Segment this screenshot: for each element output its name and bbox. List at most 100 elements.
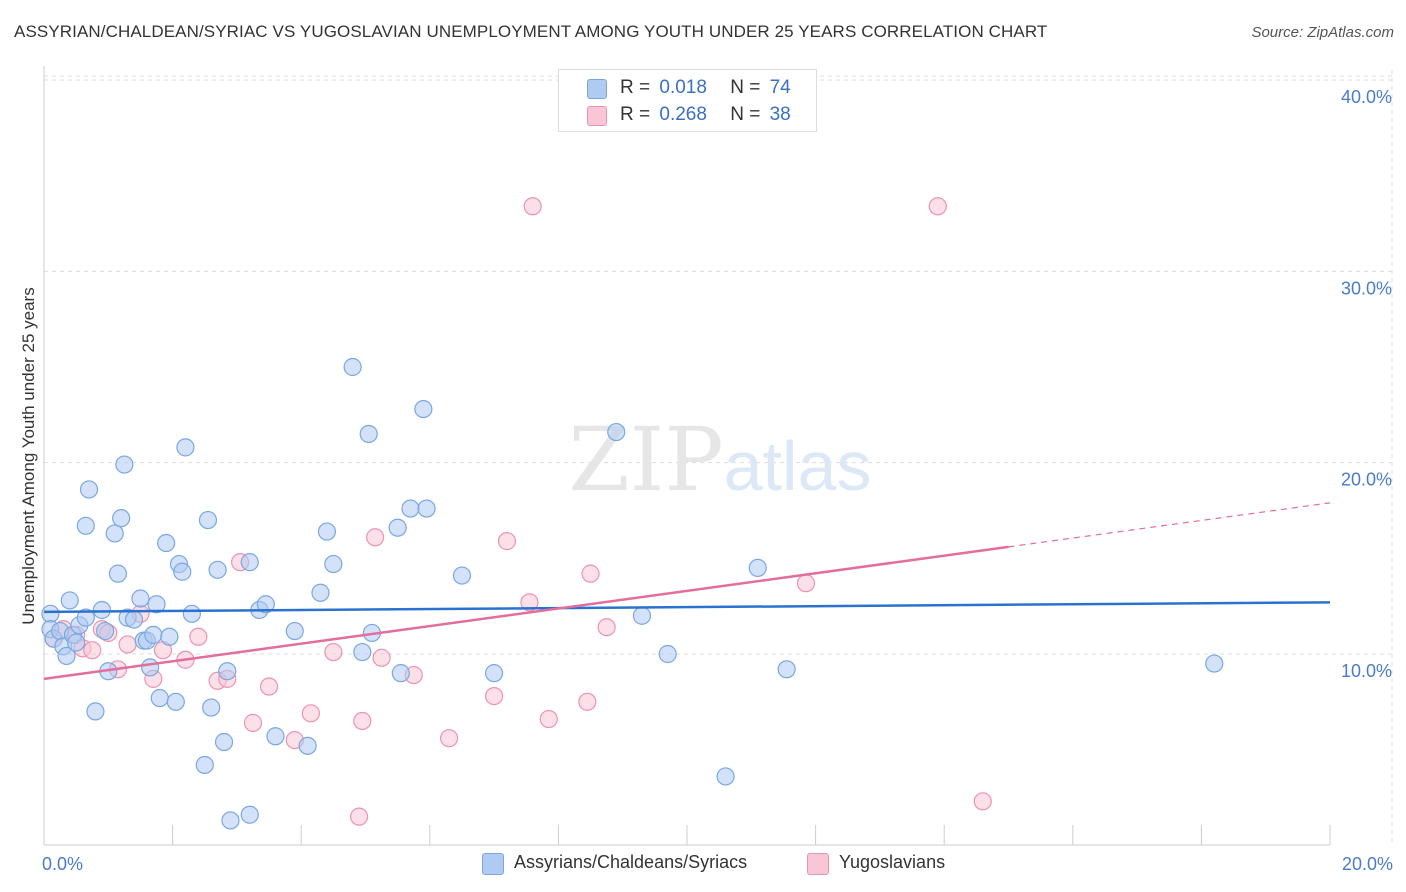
legend-swatch-blue <box>587 79 607 99</box>
assyrian-point <box>60 591 79 610</box>
assyrian-point <box>95 621 115 641</box>
yugoslavian-point <box>259 677 279 696</box>
grid-lines <box>44 70 1393 845</box>
tick-labels: 10.0% 20.0% 30.0% 40.0% 0.0% 20.0% <box>42 87 1393 874</box>
yugoslavian-point <box>118 635 137 654</box>
yugoslavian-point <box>578 692 597 711</box>
assyrian-point <box>401 499 420 518</box>
y-tick-label: 30.0% <box>1341 278 1392 298</box>
yugoslavian-point <box>189 627 208 646</box>
assyrian-point <box>311 583 330 602</box>
assyrian-point <box>298 736 317 755</box>
assyrian-point <box>41 604 60 623</box>
legend-n-value: 74 <box>769 77 791 98</box>
bottom-legend-swatch-blue <box>482 853 504 875</box>
y-tick-label: 20.0% <box>1341 470 1392 490</box>
assyrian-point <box>131 589 150 608</box>
assyrian-point <box>157 533 176 553</box>
yugoslavian-trend-extension <box>1008 502 1331 548</box>
assyrian-point <box>266 727 285 746</box>
assyrian-point <box>198 510 218 530</box>
assyrian-point <box>202 698 221 717</box>
yugoslavian-points <box>44 197 992 826</box>
assyrian-point <box>144 625 163 644</box>
assyrian-point <box>359 424 378 444</box>
legend-n-label: N = <box>730 77 761 98</box>
legend-n-value: 38 <box>769 104 791 125</box>
assyrian-point <box>748 558 767 578</box>
assyrian-point <box>632 606 652 625</box>
assyrian-point <box>195 755 214 775</box>
assyrian-point <box>208 560 227 579</box>
assyrian-point <box>317 522 337 541</box>
assyrian-point <box>485 664 504 683</box>
assyrian-point <box>140 658 160 677</box>
assyrian-point <box>160 627 179 646</box>
assyrian-point <box>67 633 86 652</box>
assyrian-trend-line <box>43 601 1331 614</box>
assyrian-point <box>218 662 237 681</box>
yugoslavian-point <box>581 564 600 583</box>
axes <box>43 66 1331 846</box>
assyrian-point <box>716 767 735 786</box>
watermark-zip: ZIP <box>569 408 724 511</box>
assyrian-point <box>343 357 362 377</box>
assyrian-point <box>86 702 105 721</box>
assyrian-point <box>124 610 144 629</box>
assyrian-point <box>176 438 195 457</box>
trend-lines <box>43 502 1331 681</box>
bottom-legend-label: Yugoslavians <box>839 852 946 872</box>
legend-r-label: R = <box>620 104 651 125</box>
legend-n-label: N = <box>730 104 761 125</box>
yugoslavian-point <box>301 704 320 723</box>
legend: R = 0.018 N = 74 R = 0.268 N = 38 <box>558 69 817 132</box>
assyrian-point <box>353 642 372 662</box>
legend-r-label: R = <box>620 77 651 98</box>
yugoslavian-point <box>485 686 504 706</box>
bottom-legend-swatch-pink <box>807 853 829 875</box>
assyrian-point <box>112 509 131 528</box>
assyrian-point <box>417 499 436 518</box>
x-tick-label: 20.0% <box>1342 854 1393 874</box>
watermark: ZIPatlas <box>569 408 872 511</box>
assyrian-point <box>105 524 124 543</box>
assyrian-point <box>324 554 343 574</box>
assyrian-point <box>607 422 626 442</box>
assyrian-point <box>150 688 169 708</box>
assyrian-point <box>1205 654 1224 673</box>
source-label: Source: ZipAtlas.com <box>1251 24 1394 41</box>
yugoslavian-point <box>597 618 616 637</box>
assyrian-point <box>57 646 76 666</box>
assyrian-points <box>41 357 1224 830</box>
chart-title: ASSYRIAN/CHALDEAN/SYRIAC VS YUGOSLAVIAN … <box>14 22 1048 41</box>
yugoslavian-point <box>539 709 558 729</box>
assyrian-point <box>256 595 275 614</box>
yugoslavian-point <box>973 792 992 811</box>
assyrian-point <box>777 660 796 679</box>
yugoslavian-point <box>353 711 372 731</box>
yugoslavian-point <box>439 729 459 748</box>
assyrian-point <box>452 566 472 585</box>
yugoslavian-point <box>928 197 947 216</box>
x-tick-label: 0.0% <box>42 854 83 874</box>
assyrian-point <box>115 455 134 474</box>
y-tick-label: 10.0% <box>1341 661 1392 681</box>
yugoslavian-point <box>324 642 343 662</box>
assyrian-point <box>147 595 166 614</box>
assyrian-point <box>166 692 185 711</box>
yugoslavian-point <box>497 532 517 551</box>
yugoslavian-point <box>520 593 539 612</box>
yugoslavian-point <box>83 641 102 660</box>
assyrian-point <box>221 811 240 830</box>
assyrian-point <box>414 399 433 419</box>
assyrian-point <box>388 518 407 537</box>
yugoslavian-point <box>796 574 816 593</box>
assyrian-point <box>214 732 234 752</box>
yugoslavian-point <box>523 197 542 216</box>
assyrian-point <box>240 553 259 572</box>
assyrian-point <box>658 644 677 664</box>
bottom-legend-label: Assyrians/Chaldeans/Syriacs <box>514 852 748 872</box>
assyrian-point <box>173 562 192 581</box>
assyrian-point <box>240 805 259 824</box>
